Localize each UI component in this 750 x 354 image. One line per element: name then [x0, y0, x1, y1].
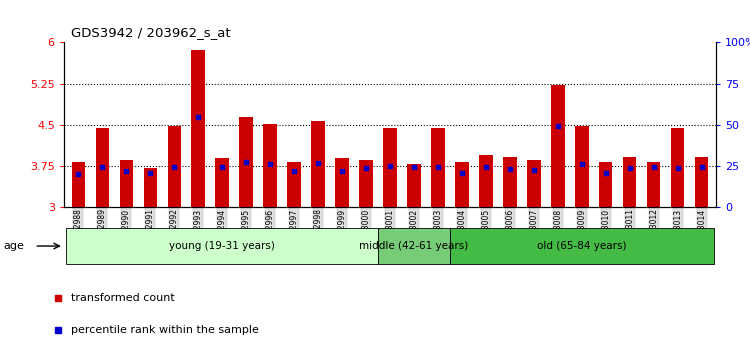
Bar [575, 126, 589, 207]
Bar [335, 158, 349, 207]
Text: percentile rank within the sample: percentile rank within the sample [70, 325, 259, 335]
Bar [551, 85, 565, 207]
Bar [95, 127, 109, 207]
Bar [455, 162, 469, 207]
Text: middle (42-61 years): middle (42-61 years) [359, 241, 469, 251]
Bar [215, 158, 229, 207]
Bar [407, 164, 421, 207]
Bar [431, 127, 445, 207]
Bar [66, 228, 378, 264]
Text: old (65-84 years): old (65-84 years) [537, 241, 627, 251]
Bar [143, 167, 157, 207]
Bar [479, 155, 493, 207]
Bar [263, 124, 277, 207]
Bar [191, 50, 205, 207]
Bar [167, 126, 181, 207]
Bar [359, 160, 373, 207]
Bar [599, 161, 613, 207]
Bar [239, 116, 253, 207]
Bar [503, 156, 517, 207]
Text: young (19-31 years): young (19-31 years) [170, 241, 275, 251]
Bar [647, 161, 661, 207]
Bar [311, 121, 325, 207]
Bar [695, 156, 709, 207]
Text: transformed count: transformed count [70, 293, 174, 303]
Text: age: age [4, 241, 25, 251]
Bar [287, 161, 301, 207]
Bar [623, 156, 637, 207]
Bar [527, 160, 541, 207]
Bar [671, 127, 685, 207]
Bar [119, 160, 133, 207]
Bar [450, 228, 714, 264]
Bar [71, 161, 85, 207]
Bar [378, 228, 450, 264]
Text: GDS3942 / 203962_s_at: GDS3942 / 203962_s_at [71, 26, 231, 39]
Bar [383, 127, 397, 207]
